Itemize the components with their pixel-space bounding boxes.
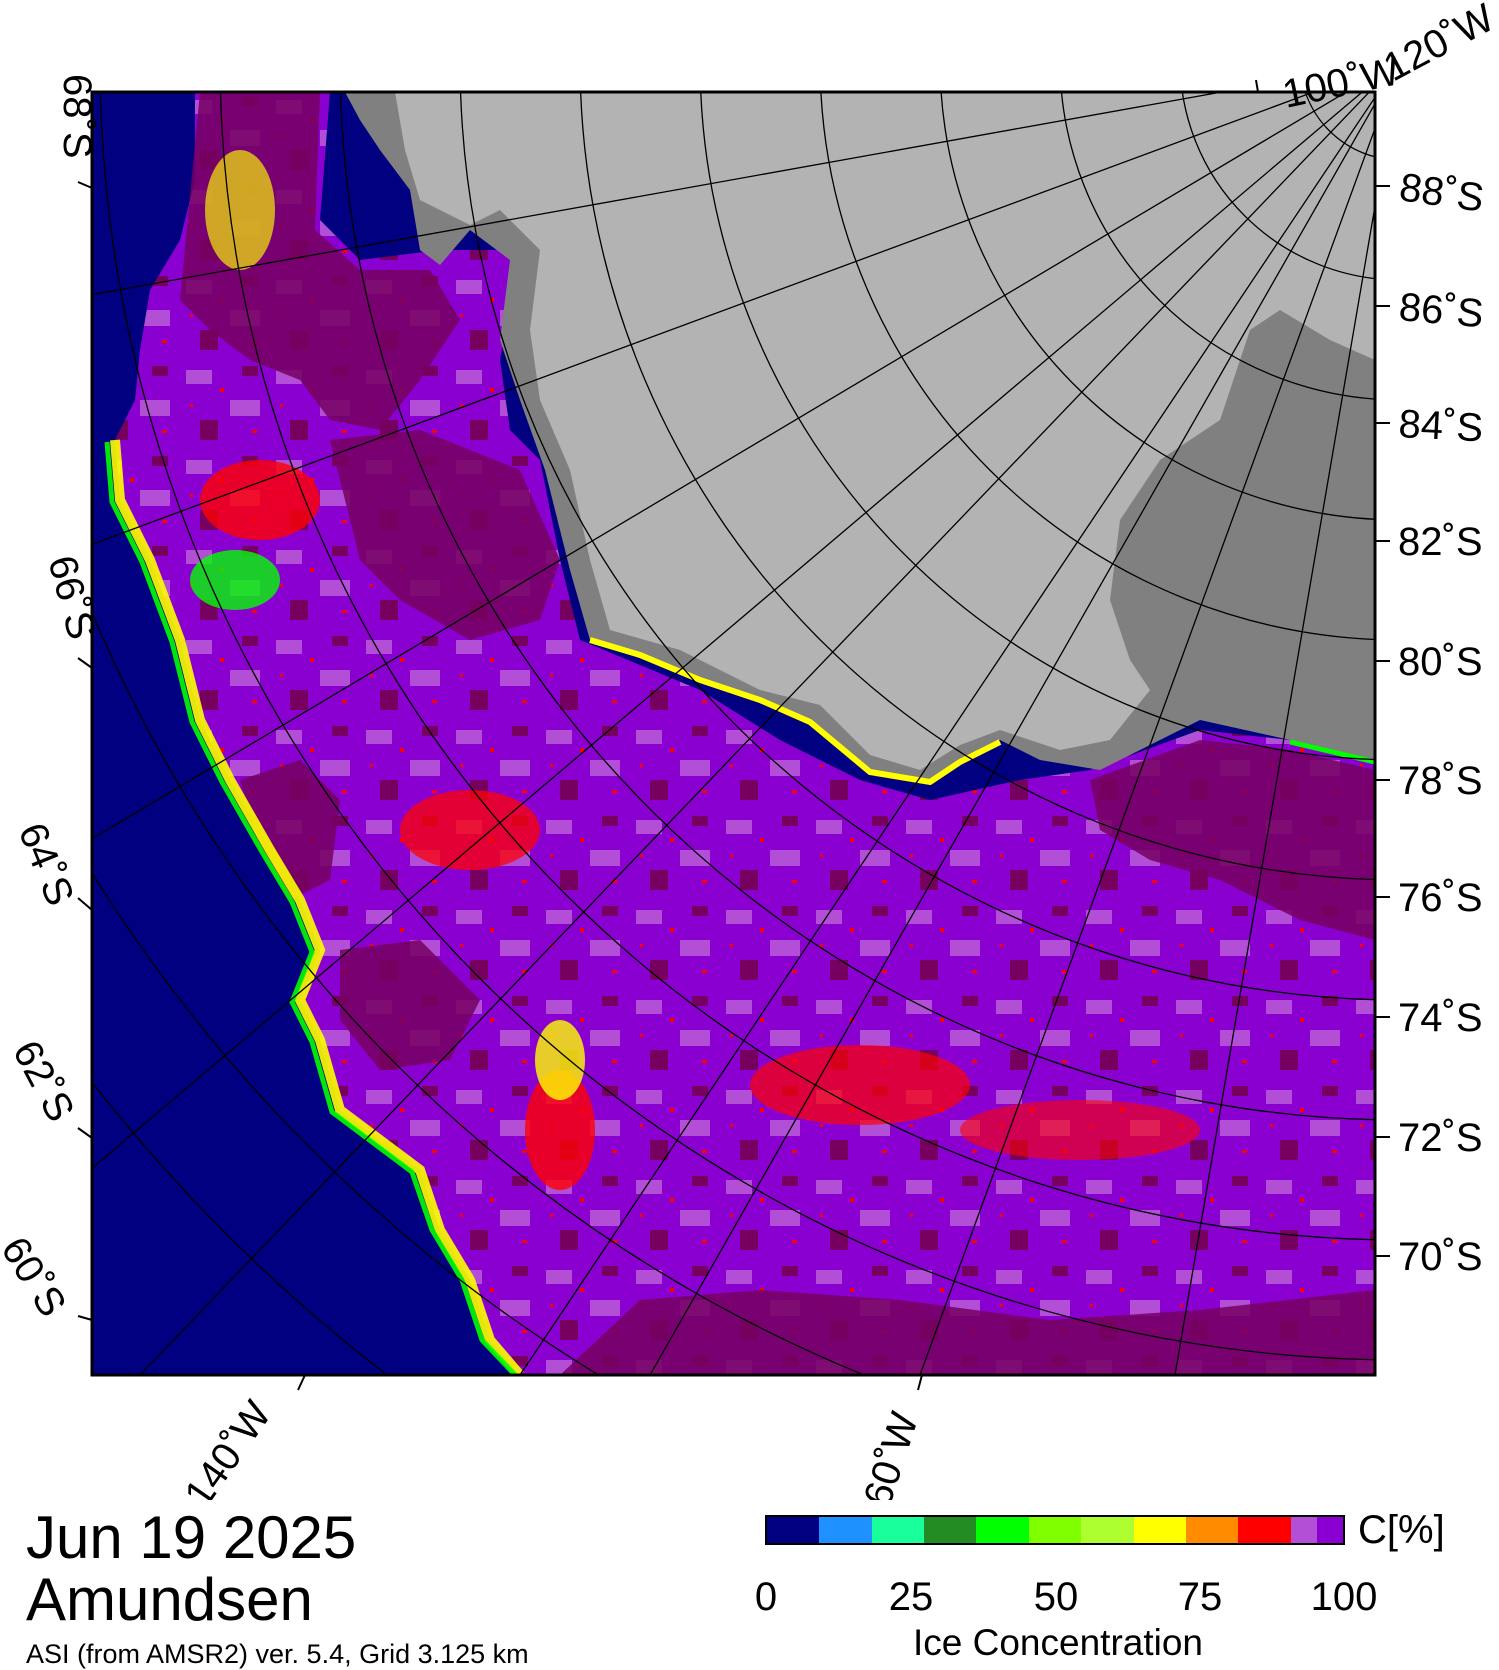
ice-low-concentration-patch xyxy=(190,550,280,610)
lat-label-84s: 84˚S xyxy=(1398,402,1485,450)
right-lat-ticks xyxy=(1375,185,1390,1257)
ice-high-concentration xyxy=(340,940,480,1070)
colorbar-segment xyxy=(1238,1517,1291,1543)
longitude-graticule xyxy=(92,92,1375,1375)
lat-label-72s: 72˚S xyxy=(1398,1116,1483,1160)
ice-lower-concentration-patch xyxy=(960,1100,1200,1160)
lat-label-88s: 88˚S xyxy=(1397,165,1487,220)
ice-high-concentration xyxy=(330,430,560,640)
lat-label-74s: 74˚S xyxy=(1398,996,1483,1040)
lat-label-62s: 62˚S xyxy=(4,1034,83,1129)
colorbar-title: Ice Concentration xyxy=(912,1622,1204,1663)
product-info: ASI (from AMSR2) ver. 5.4, Grid 3.125 km xyxy=(26,1639,529,1669)
lat-label-80s: 80˚S xyxy=(1398,640,1483,684)
colorbar-tick: 100 xyxy=(1310,1575,1378,1619)
left-lat-tick xyxy=(77,897,93,911)
colorbar-segment xyxy=(1290,1517,1317,1543)
ice-high-concentration xyxy=(1090,740,1375,940)
colorbar-segment xyxy=(819,1517,872,1543)
lat-label-78s: 78˚S xyxy=(1398,759,1483,803)
ice-low-concentration-patch xyxy=(535,1020,585,1100)
left-lat-tick xyxy=(77,1127,93,1139)
date-label: Jun 19 2025 xyxy=(26,1504,357,1571)
colorbar-tick: 50 xyxy=(1033,1575,1079,1619)
lat-label-64s: 64˚S xyxy=(10,817,82,912)
ice-low-concentration-patch xyxy=(205,150,275,270)
colorbar-unit: C[%] xyxy=(1358,1508,1445,1552)
lat-label-68s: 68˚S xyxy=(55,74,99,159)
lat-label-60s: 60˚S xyxy=(0,1229,74,1324)
colorbar-segment xyxy=(976,1517,1029,1543)
ice-edge-margin xyxy=(104,441,517,1375)
lon-label-140w: 140˚W xyxy=(176,1393,280,1500)
colorbar-segment xyxy=(1185,1517,1239,1543)
region-label: Amundsen xyxy=(26,1566,313,1633)
ice-lower-concentration-patch xyxy=(400,790,540,870)
colorbar-tick: 0 xyxy=(754,1575,778,1619)
ice-edge-margin xyxy=(110,439,524,1375)
left-lat-tick xyxy=(77,657,93,669)
sea-ice-map: 88˚S 86˚S 84˚S 82˚S 80˚S 78˚S 76˚S 74˚S … xyxy=(0,0,1499,1500)
ice-high-concentration xyxy=(560,1290,1375,1375)
lat-label-82s: 82˚S xyxy=(1398,520,1483,564)
map-body xyxy=(92,92,1375,1375)
lon-tick-100w xyxy=(1255,79,1259,93)
colorbar xyxy=(765,1515,1345,1545)
left-lat-tick xyxy=(77,181,93,189)
colorbar-tick: 75 xyxy=(1177,1575,1223,1619)
lat-label-76s: 76˚S xyxy=(1398,876,1483,920)
lon-label-160w: 160˚W xyxy=(849,1407,927,1500)
colorbar-segment xyxy=(1028,1517,1082,1543)
left-lat-tick xyxy=(77,1315,93,1321)
lon-tick-160w xyxy=(917,1374,923,1391)
colorbar-segment xyxy=(1133,1517,1186,1543)
lat-label-86s: 86˚S xyxy=(1397,285,1485,336)
antarctic-land xyxy=(395,92,1375,770)
lat-label-70s: 70˚S xyxy=(1398,1235,1483,1279)
ice-lower-concentration-patch xyxy=(525,1070,595,1190)
coastal-ice-edge xyxy=(589,637,1002,786)
colorbar-segment xyxy=(924,1517,977,1543)
map-frame xyxy=(90,90,1377,1377)
colorbar-segment xyxy=(1316,1517,1343,1543)
ice-lower-concentration-patch xyxy=(200,460,320,540)
colorbar-segment xyxy=(1081,1517,1134,1543)
ice-lower-concentration-patch xyxy=(750,1045,970,1125)
colorbar-segment xyxy=(871,1517,925,1543)
ice-high-concentration xyxy=(240,760,340,900)
lon-tick-140w xyxy=(297,1374,306,1391)
colorbar-segment xyxy=(767,1517,820,1543)
lon-label-120w: 120˚W xyxy=(1377,0,1499,90)
colorbar-tick: 25 xyxy=(888,1575,934,1619)
